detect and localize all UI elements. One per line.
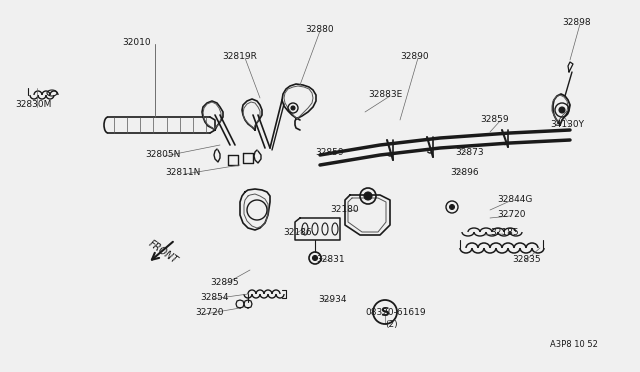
Text: 32844G: 32844G (497, 195, 532, 204)
Text: 32895: 32895 (210, 278, 239, 287)
Text: 32859: 32859 (480, 115, 509, 124)
Text: A3P8 10 52: A3P8 10 52 (550, 340, 598, 349)
Circle shape (312, 256, 317, 260)
Text: 32883E: 32883E (368, 90, 403, 99)
Text: FRONT: FRONT (147, 238, 179, 266)
Text: 32186: 32186 (283, 228, 312, 237)
Text: 32811N: 32811N (165, 168, 200, 177)
Text: 34130Y: 34130Y (550, 120, 584, 129)
Text: 32010: 32010 (122, 38, 150, 47)
Text: 32830M: 32830M (15, 100, 51, 109)
Text: 32890: 32890 (400, 52, 429, 61)
Text: 32819R: 32819R (222, 52, 257, 61)
Text: 32835: 32835 (512, 255, 541, 264)
Text: 32934: 32934 (318, 295, 346, 304)
Text: S: S (381, 305, 390, 318)
Text: 32185: 32185 (490, 228, 518, 237)
Text: 32873: 32873 (455, 148, 484, 157)
Circle shape (449, 205, 454, 209)
Text: 32805N: 32805N (145, 150, 180, 159)
Text: 32831: 32831 (316, 255, 344, 264)
Text: 32896: 32896 (450, 168, 479, 177)
Text: 32180: 32180 (330, 205, 358, 214)
Text: 32720: 32720 (497, 210, 525, 219)
Text: 32859: 32859 (315, 148, 344, 157)
Text: (2): (2) (385, 320, 397, 329)
Text: 32854: 32854 (200, 293, 228, 302)
Text: 32880: 32880 (305, 25, 333, 34)
Circle shape (291, 106, 295, 110)
Text: 08320-61619: 08320-61619 (365, 308, 426, 317)
Text: 32720: 32720 (195, 308, 223, 317)
Circle shape (364, 192, 372, 200)
Circle shape (559, 107, 565, 113)
Text: 32898: 32898 (562, 18, 591, 27)
